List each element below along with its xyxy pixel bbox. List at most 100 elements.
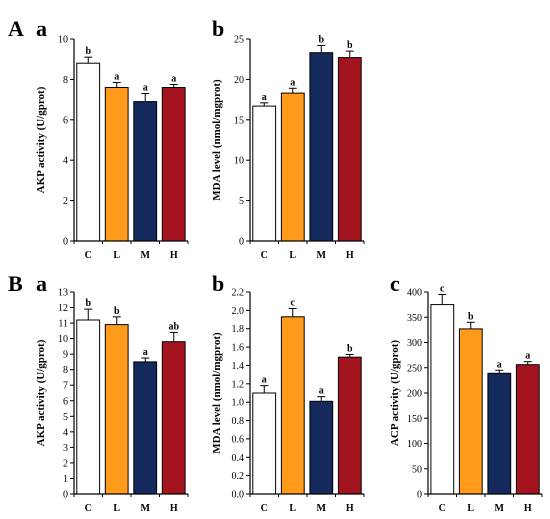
- chart-ab-category-label-c: C: [261, 250, 268, 261]
- chart-aa-category-label-l: L: [113, 250, 120, 261]
- chart-bc-y-tick-label: 200: [407, 389, 422, 400]
- chart-aa-category-label-c: C: [85, 250, 92, 261]
- chart-aa-sig-letter-h: a: [171, 73, 176, 84]
- chart-ba-y-tick-label: 6: [63, 396, 68, 407]
- chart-bc-bar-l: [458, 328, 483, 495]
- chart-aa-sig-letter-m: a: [143, 83, 148, 94]
- chart-bb-y-tick-label: 0.6: [232, 434, 245, 445]
- chart-bb-sig-letter-m: a: [319, 386, 324, 397]
- chart-bb-category-label-m: M: [317, 503, 327, 514]
- chart-ba-y-tick-label: 2: [63, 458, 68, 469]
- chart-bc-y-tick-label: 400: [407, 288, 422, 299]
- chart-ab-y-tick-label: 0: [239, 237, 244, 248]
- chart-aa-y-tick-label: 10: [58, 35, 68, 46]
- chart-bb-sig-letter-h: b: [347, 343, 353, 354]
- chart-bc-sig-letter-m: a: [497, 359, 502, 370]
- chart-ab: b a Ca Lb Mb H 0 5 10 15 20 25 MDA level (nmol/mgpro…: [211, 16, 365, 261]
- chart-ab-sig-letter-l: a: [290, 77, 295, 88]
- chart-aa-bar-l: [104, 87, 129, 242]
- chart-bb-y-tick-label: 0.2: [232, 471, 245, 482]
- chart-ba-y-tick-label: 0: [63, 490, 68, 501]
- chart-bb-bar-c: [252, 392, 277, 495]
- chart-bc-y-tick-label: 250: [407, 363, 422, 374]
- chart-ba-y-tick-label: 7: [63, 381, 68, 392]
- chart-ab-panel-letter: b: [212, 16, 224, 41]
- chart-ab-bar-c: [252, 105, 277, 242]
- chart-ba-category-label-h: H: [170, 503, 178, 514]
- chart-ba-bar-m: [133, 361, 158, 495]
- chart-bb-bar-l: [280, 316, 305, 495]
- chart-ba-sig-letter-c: b: [85, 298, 91, 309]
- chart-ba-sig-letter-h: ab: [168, 321, 179, 332]
- chart-bb-y-tick-label: 0.4: [232, 453, 245, 464]
- chart-bc-bar-c: [430, 304, 455, 495]
- chart-ba-y-tick-label: 8: [63, 365, 68, 376]
- chart-aa-panel-letter: a: [36, 16, 47, 41]
- chart-bb-y-tick-label: 2.2: [232, 288, 245, 299]
- chart-aa: a b Ca La Ma H 0 2 4 6 8 10 AKP activity (U/gprot): [35, 16, 189, 261]
- chart-bb-y-tick-label: 1.4: [232, 361, 245, 372]
- chart-bc-y-tick-label: 300: [407, 338, 422, 349]
- chart-ab-y-tick-label: 5: [239, 196, 244, 207]
- chart-bb-y-tick-label: 0.8: [232, 416, 245, 427]
- chart-aa-y-tick-label: 4: [63, 156, 68, 167]
- chart-ba-y-axis-label: AKP activity (U/gprot): [35, 339, 47, 446]
- chart-bb-y-tick-label: 0.0: [232, 490, 245, 501]
- chart-aa-bar-m: [133, 101, 158, 242]
- chart-bb: b a Cc La Mb H 0.0 0.2 0.4 0.6 0.8 1.0 1.2 1.4 1.6 1.8 2…: [211, 271, 365, 514]
- chart-ab-category-label-m: M: [317, 250, 327, 261]
- chart-ba-y-tick-label: 12: [58, 303, 68, 314]
- chart-bb-y-axis-label: MDA level (nmol/mgprot): [211, 332, 223, 454]
- chart-ab-bar-l: [280, 92, 305, 242]
- chart-bb-y-tick-label: 1.2: [232, 379, 245, 390]
- chart-bc-panel-letter: c: [390, 271, 400, 296]
- chart-ab-bar-m: [309, 52, 334, 242]
- chart-ba-y-tick-label: 1: [63, 474, 68, 485]
- chart-ab-sig-letter-m: b: [318, 34, 324, 45]
- chart-ab-y-axis-label: MDA level (nmol/mgprot): [211, 79, 223, 201]
- chart-ba-bar-c: [76, 319, 101, 495]
- chart-bc-y-tick-label: 350: [407, 313, 422, 324]
- chart-bb-category-label-h: H: [346, 503, 354, 514]
- chart-ba-sig-letter-l: b: [114, 306, 120, 317]
- chart-ab-category-label-h: H: [346, 250, 354, 261]
- chart-ba-y-tick-label: 13: [58, 288, 68, 299]
- chart-bb-bar-h: [337, 356, 362, 495]
- chart-bc: c c Cb La Ma H 0 50 100 150 200 250 300 350 400 ACP act…: [389, 271, 543, 514]
- chart-bc-sig-letter-h: a: [525, 351, 530, 362]
- chart-bc-category-label-c: C: [439, 503, 446, 514]
- chart-aa-y-tick-label: 0: [63, 237, 68, 248]
- chart-aa-y-tick-label: 8: [63, 75, 68, 86]
- chart-aa-sig-letter-c: b: [85, 46, 91, 57]
- chart-ab-bar-h: [337, 57, 362, 242]
- chart-bc-y-tick-label: 100: [407, 439, 422, 450]
- chart-aa-category-label-h: H: [170, 250, 178, 261]
- chart-ab-y-tick-label: 15: [234, 115, 244, 126]
- chart-bb-category-label-c: C: [261, 503, 268, 514]
- chart-ba-category-label-l: L: [113, 503, 120, 514]
- group-label-a: A: [8, 16, 24, 41]
- chart-bc-category-label-m: M: [495, 503, 505, 514]
- chart-aa-category-label-m: M: [141, 250, 151, 261]
- chart-ba-panel-letter: a: [36, 271, 47, 296]
- chart-bc-category-label-h: H: [524, 503, 532, 514]
- chart-aa-y-tick-label: 6: [63, 115, 68, 126]
- chart-bc-bar-h: [515, 364, 540, 495]
- chart-ab-sig-letter-h: b: [347, 40, 353, 51]
- chart-aa-y-tick-label: 2: [63, 196, 68, 207]
- chart-aa-sig-letter-l: a: [114, 71, 119, 82]
- chart-aa-y-axis-label: AKP activity (U/gprot): [35, 86, 47, 193]
- chart-bc-y-tick-label: 50: [412, 464, 422, 475]
- chart-ba-y-tick-label: 4: [63, 427, 68, 438]
- chart-aa-bar-c: [76, 62, 101, 242]
- chart-bb-category-label-l: L: [289, 503, 296, 514]
- chart-bc-bar-m: [487, 372, 512, 495]
- chart-bb-y-tick-label: 1.0: [232, 398, 245, 409]
- chart-bc-y-tick-label: 0: [417, 490, 422, 501]
- chart-ba-category-label-m: M: [141, 503, 151, 514]
- chart-ab-y-tick-label: 25: [234, 35, 244, 46]
- chart-ba-bar-h: [161, 341, 186, 495]
- chart-bb-y-tick-label: 1.8: [232, 324, 245, 335]
